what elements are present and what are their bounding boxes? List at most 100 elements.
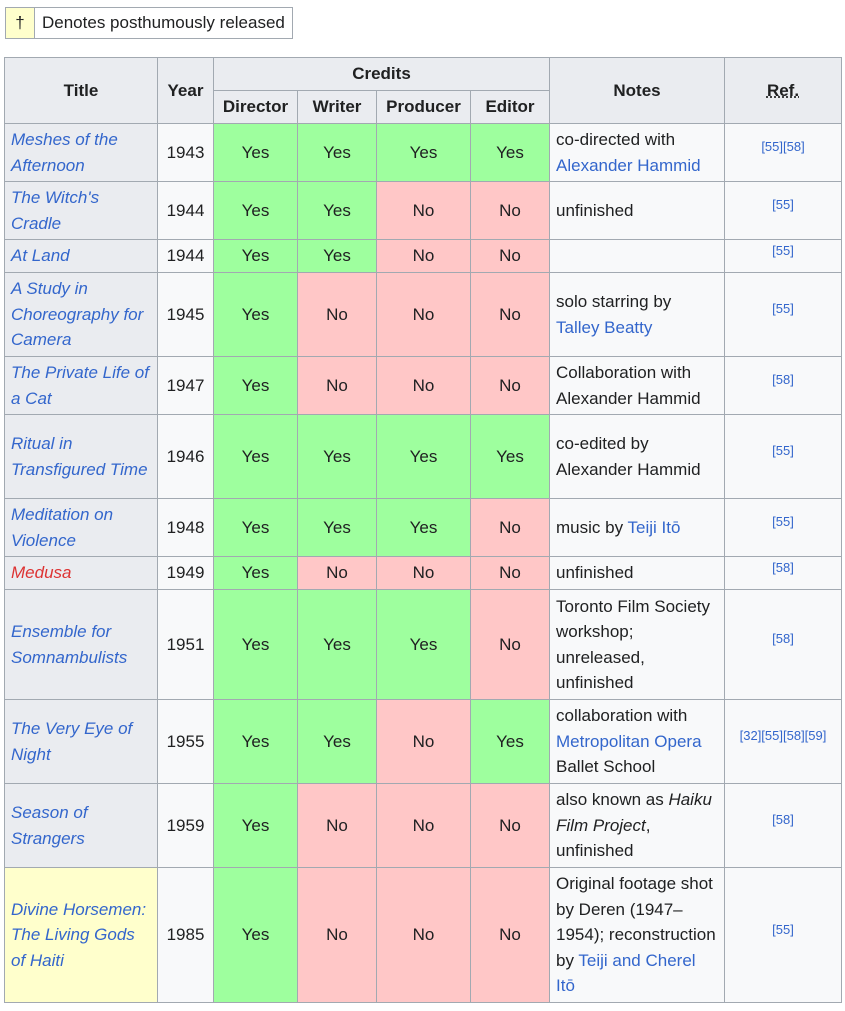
col-header-notes: Notes [549,57,725,124]
ref-link[interactable]: [58] [772,559,794,575]
credit-writer: Yes [297,414,377,499]
film-notes: co-edited by Alexander Hammid [549,414,725,499]
ref-link[interactable]: [32][55][58][59] [739,728,827,744]
credit-producer: No [376,867,471,1003]
notes-link[interactable]: Alexander Hammid [556,155,701,175]
film-title-link[interactable]: At Land [4,239,158,273]
film-notes: co-directed with Alexander Hammid [549,123,725,182]
film-ref: [55] [724,414,842,499]
credit-director: Yes [213,123,298,182]
film-ref: [32][55][58][59] [724,699,842,784]
credit-producer: Yes [376,589,471,700]
credit-editor: No [470,783,550,868]
credit-director: Yes [213,867,298,1003]
ref-link[interactable]: [58] [772,812,794,828]
film-title-link[interactable]: A Study in Choreography for Camera [4,272,158,357]
credit-producer: No [376,181,471,240]
film-ref: [55] [724,239,842,273]
film-title-link[interactable]: Meshes of the Afternoon [4,123,158,182]
film-notes: music by Teiji Itō [549,498,725,557]
ref-link[interactable]: [55] [772,242,794,258]
film-title-link[interactable]: The Witch's Cradle [4,181,158,240]
credit-editor: No [470,356,550,415]
credit-producer: No [376,783,471,868]
ref-link[interactable]: [55] [772,514,794,530]
credit-editor: No [470,498,550,557]
col-header-director: Director [213,90,298,124]
table-row: At Land 1944 Yes Yes No No [55] [4,239,842,273]
table-row: Ensemble for Somnambulists 1951 Yes Yes Yes N… [4,589,842,700]
film-title-link[interactable]: Medusa [4,556,158,590]
filmography-table: Title Year Credits Notes Ref. Director W… [4,57,842,1003]
credit-writer: No [297,556,377,590]
film-notes: Collaboration with Alexander Hammid [549,356,725,415]
credit-producer: No [376,272,471,357]
credit-director: Yes [213,699,298,784]
table-row: Divine Horsemen: The Living Gods of Hait… [4,867,842,1003]
credit-director: Yes [213,783,298,868]
film-ref: [55] [724,498,842,557]
table-row: Ritual in Transfigured Time 1946 Yes Yes Yes… [4,414,842,499]
col-header-ref: Ref. [724,57,842,124]
ref-link[interactable]: [58] [772,372,794,388]
credit-producer: No [376,356,471,415]
col-header-credits: Credits [213,57,550,91]
col-header-writer: Writer [297,90,377,124]
table-row: Meshes of the Afternoon 1943 Yes Yes Yes Yes c… [4,123,842,182]
credit-editor: No [470,181,550,240]
credit-director: Yes [213,181,298,240]
credit-writer: No [297,272,377,357]
film-year: 1955 [157,699,214,784]
film-ref: [55] [724,272,842,357]
film-title-link[interactable]: Ritual in Transfigured Time [4,414,158,499]
table-row: Medusa 1949 Yes No No No unfinished [58] [4,556,842,590]
film-title-link[interactable]: Season of Strangers [4,783,158,868]
film-title-link[interactable]: Meditation on Violence [4,498,158,557]
film-notes: unfinished [549,181,725,240]
film-year: 1949 [157,556,214,590]
notes-link[interactable]: Metropolitan Opera [556,731,702,751]
film-year: 1944 [157,181,214,240]
legend-table: † Denotes posthumously released [5,7,293,39]
table-row: The Very Eye of Night 1955 Yes Yes No Yes coll… [4,699,842,784]
col-header-title: Title [4,57,158,124]
table-row: Meditation on Violence 1948 Yes Yes Yes No mus… [4,498,842,557]
col-header-editor: Editor [470,90,550,124]
film-notes [549,239,725,273]
film-year: 1945 [157,272,214,357]
credit-director: Yes [213,356,298,415]
credit-writer: No [297,783,377,868]
credit-editor: Yes [470,699,550,784]
ref-link[interactable]: [55][58] [761,139,805,155]
credit-writer: No [297,867,377,1003]
film-year: 1951 [157,589,214,700]
notes-link[interactable]: Teiji Itō [627,517,681,537]
film-title-link[interactable]: Divine Horsemen: The Living Gods of Hait… [4,867,158,1003]
ref-link[interactable]: [55] [772,921,794,937]
ref-link[interactable]: [55] [772,443,794,459]
credit-editor: No [470,239,550,273]
film-notes: solo starring by Talley Beatty [549,272,725,357]
credit-producer: Yes [376,498,471,557]
legend-text: Denotes posthumously released [34,7,293,39]
notes-link[interactable]: Teiji and Cherel Itō [556,950,696,996]
film-year: 1985 [157,867,214,1003]
notes-italic: Haiku Film Project [556,790,712,835]
film-year: 1947 [157,356,214,415]
ref-link[interactable]: [55] [772,197,794,213]
notes-link[interactable]: Talley Beatty [556,317,653,337]
film-title-link[interactable]: The Private Life of a Cat [4,356,158,415]
credit-director: Yes [213,414,298,499]
credit-producer: Yes [376,123,471,182]
credit-producer: No [376,556,471,590]
ref-link[interactable]: [58] [772,631,794,647]
ref-link[interactable]: [55] [772,301,794,317]
film-title-link[interactable]: Ensemble for Somnambulists [4,589,158,700]
film-title-link[interactable]: The Very Eye of Night [4,699,158,784]
film-ref: [58] [724,589,842,700]
film-ref: [58] [724,356,842,415]
credit-producer: Yes [376,414,471,499]
film-notes: Original footage shot by Deren (1947–195… [549,867,725,1003]
credit-writer: Yes [297,181,377,240]
film-year: 1944 [157,239,214,273]
